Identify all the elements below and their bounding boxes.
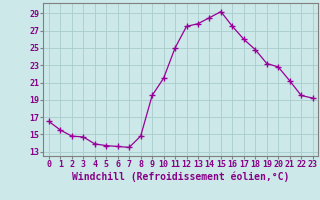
X-axis label: Windchill (Refroidissement éolien,°C): Windchill (Refroidissement éolien,°C) (72, 172, 290, 182)
